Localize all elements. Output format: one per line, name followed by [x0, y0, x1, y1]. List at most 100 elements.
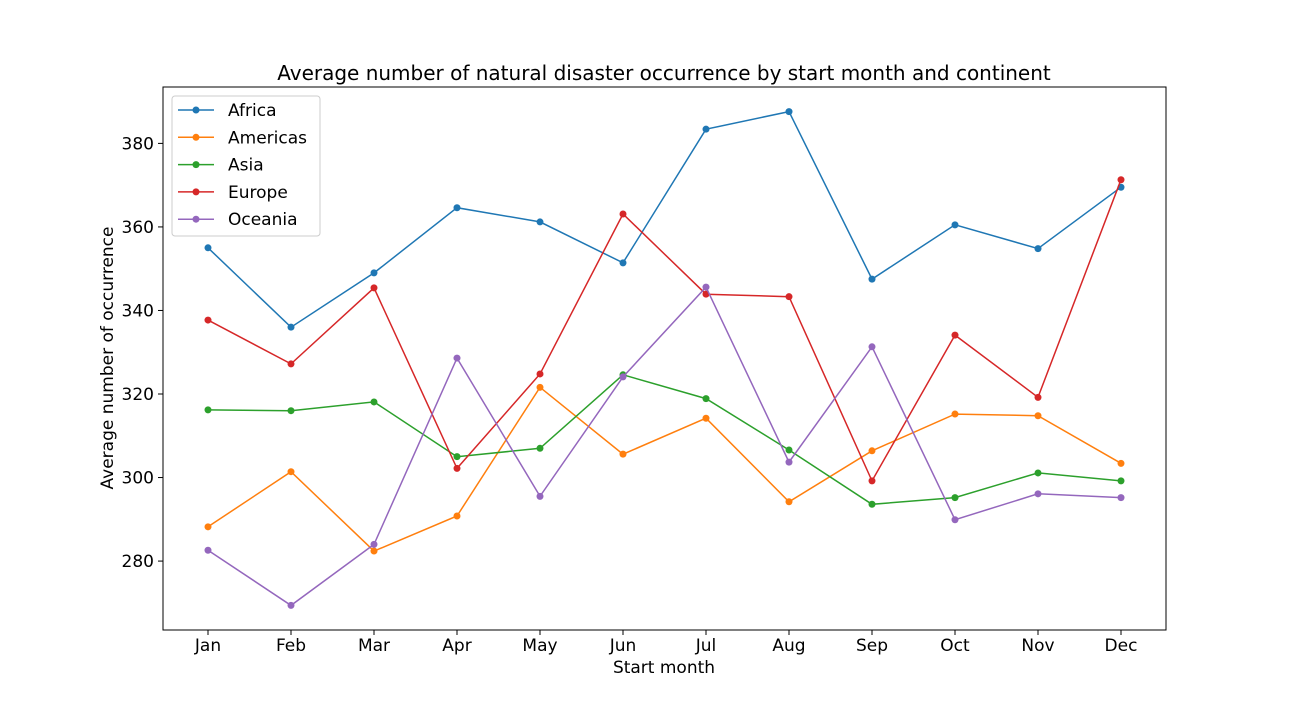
series-layer: [204, 108, 1125, 609]
data-point-americas: [1117, 459, 1125, 467]
x-axis-label: Start month: [613, 658, 715, 678]
legend-item-europe: Europe: [178, 183, 288, 203]
legend-item-oceania: Oceania: [178, 210, 298, 230]
data-point-asia: [204, 406, 212, 414]
legend-marker: [192, 188, 200, 196]
data-point-europe: [536, 370, 544, 378]
data-point-asia: [951, 494, 959, 502]
data-point-oceania: [619, 373, 627, 381]
x-tick-label: May: [522, 636, 557, 656]
legend-label: Europe: [228, 183, 288, 203]
data-point-asia: [1117, 477, 1125, 485]
legend-item-americas: Americas: [178, 128, 307, 148]
data-point-americas: [619, 450, 627, 458]
y-tick-label: 300: [122, 469, 154, 489]
data-point-oceania: [370, 540, 378, 548]
data-point-africa: [785, 108, 793, 116]
legend-marker: [192, 215, 200, 223]
chart-title: Average number of natural disaster occur…: [277, 61, 1051, 85]
y-tick-label: 380: [122, 134, 154, 154]
data-point-oceania: [453, 354, 461, 362]
data-point-asia: [287, 407, 295, 415]
x-tick-label: Dec: [1105, 636, 1138, 656]
x-tick-label: Sep: [856, 636, 888, 656]
data-point-europe: [453, 464, 461, 472]
x-tick-label: Jan: [194, 636, 221, 656]
series-americas: [204, 383, 1125, 555]
series-oceania: [204, 283, 1125, 609]
data-point-africa: [1034, 245, 1042, 253]
data-point-americas: [287, 468, 295, 476]
legend-item-africa: Africa: [178, 101, 277, 121]
x-tick-label: Apr: [442, 636, 471, 656]
data-point-europe: [287, 360, 295, 368]
legend-item-asia: Asia: [178, 156, 264, 176]
data-point-oceania: [1034, 490, 1042, 498]
data-point-asia: [453, 453, 461, 461]
data-point-asia: [702, 395, 710, 403]
y-tick-label: 340: [122, 301, 154, 321]
data-point-asia: [1034, 469, 1042, 477]
x-tick-label: Oct: [940, 636, 970, 656]
data-point-oceania: [702, 283, 710, 291]
x-tick-label: Aug: [772, 636, 805, 656]
x-tick-label: Nov: [1021, 636, 1054, 656]
legend-marker: [192, 133, 200, 141]
data-point-oceania: [951, 516, 959, 524]
y-tick-label: 360: [122, 218, 154, 238]
series-asia: [204, 371, 1125, 508]
data-point-americas: [702, 414, 710, 422]
data-point-americas: [204, 523, 212, 531]
series-line-europe: [207, 179, 1122, 483]
data-point-americas: [785, 498, 793, 506]
data-point-americas: [1034, 412, 1042, 420]
data-point-africa: [702, 125, 710, 133]
x-axis: Jan Feb Mar Apr May Jun Jul Aug Sep Oct Nov Dec: [194, 630, 1138, 656]
plot-area: [162, 86, 1167, 631]
data-point-europe: [1117, 176, 1125, 184]
legend-box: [171, 95, 321, 237]
data-point-americas: [868, 447, 876, 455]
data-point-oceania: [287, 601, 295, 609]
data-point-africa: [370, 269, 378, 277]
y-axis-label: Average number of occurrence: [98, 227, 118, 490]
x-tick-label: Feb: [276, 636, 306, 656]
y-tick-label: 320: [122, 385, 154, 405]
data-point-oceania: [1117, 494, 1125, 502]
data-point-asia: [785, 446, 793, 454]
data-point-oceania: [785, 458, 793, 466]
data-point-africa: [951, 221, 959, 229]
x-tick-label: Jul: [695, 636, 717, 656]
data-point-africa: [536, 218, 544, 226]
x-tick-label: Jun: [609, 636, 637, 656]
data-point-americas: [370, 547, 378, 555]
data-point-europe: [1034, 393, 1042, 401]
legend-label: Asia: [228, 156, 264, 176]
series-line-africa: [207, 110, 1122, 329]
series-africa: [204, 108, 1125, 331]
data-point-europe: [951, 331, 959, 339]
data-point-europe: [370, 284, 378, 292]
x-tick-label: Mar: [358, 636, 390, 656]
data-point-europe: [868, 477, 876, 485]
data-point-africa: [287, 323, 295, 331]
series-line-americas: [207, 386, 1122, 552]
series-europe: [204, 176, 1125, 485]
legend-label: Americas: [228, 128, 307, 148]
data-point-europe: [785, 293, 793, 301]
data-point-africa: [868, 275, 876, 283]
y-tick-label: 280: [122, 552, 154, 572]
y-axis: 280 300 320 340 360 380: [122, 134, 163, 572]
legend-marker: [192, 106, 200, 114]
series-line-asia: [207, 373, 1122, 506]
data-point-oceania: [868, 343, 876, 351]
data-point-africa: [619, 259, 627, 267]
data-point-asia: [536, 444, 544, 452]
data-point-americas: [453, 512, 461, 520]
data-point-africa: [204, 244, 212, 252]
data-point-europe: [619, 210, 627, 218]
legend-label: Oceania: [228, 210, 298, 230]
data-point-asia: [868, 500, 876, 508]
data-point-oceania: [536, 492, 544, 500]
